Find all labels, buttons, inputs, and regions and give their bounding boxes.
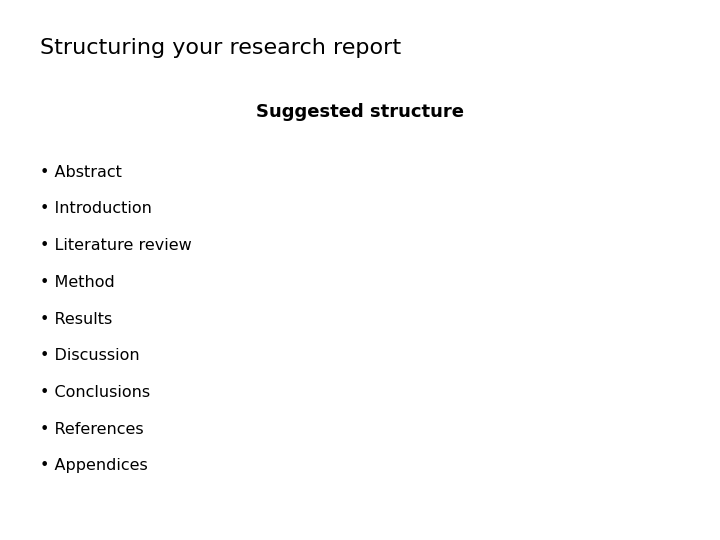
- Text: • References: • References: [40, 422, 143, 437]
- Text: Suggested structure: Suggested structure: [256, 103, 464, 120]
- Text: • Method: • Method: [40, 275, 114, 290]
- Text: • Introduction: • Introduction: [40, 201, 151, 217]
- Text: • Appendices: • Appendices: [40, 458, 148, 474]
- Text: • Literature review: • Literature review: [40, 238, 192, 253]
- Text: • Discussion: • Discussion: [40, 348, 139, 363]
- Text: • Conclusions: • Conclusions: [40, 385, 150, 400]
- Text: • Abstract: • Abstract: [40, 165, 122, 180]
- Text: • Results: • Results: [40, 312, 112, 327]
- Text: Structuring your research report: Structuring your research report: [40, 38, 401, 58]
